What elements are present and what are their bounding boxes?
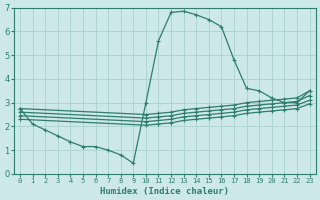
X-axis label: Humidex (Indice chaleur): Humidex (Indice chaleur) <box>100 187 229 196</box>
